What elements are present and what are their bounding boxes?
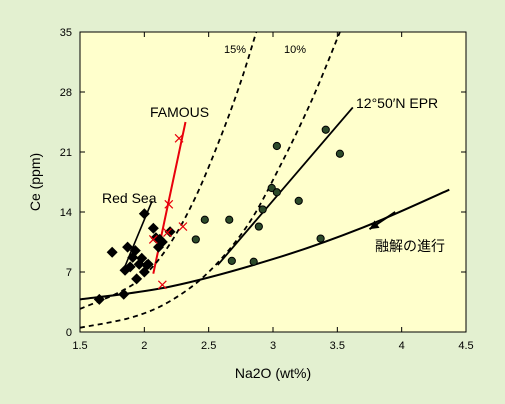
x-tick-label: 3.5 [330,340,345,352]
red-sea-point [129,245,141,257]
famous-point [148,235,158,244]
y-axis-label: Ce (ppm) [27,153,43,211]
y-tick-label: 35 [60,27,72,39]
annotation-epr: 12°50′N EPR [356,95,438,111]
red-sea-point [142,258,154,270]
annotation-famous: FAMOUS [150,104,209,120]
melting-direction-arrow-head [369,220,380,230]
x-tick-label: 2.5 [201,340,216,352]
y-tick-label: 0 [66,327,72,339]
annotation-15-percent: 15% [224,44,246,56]
red-sea-point [118,288,130,300]
epr-point [249,257,258,266]
y-tick-label: 21 [60,147,72,159]
epr-point [258,205,267,214]
x-tick-label: 4 [399,340,405,352]
y-tick-label: 7 [66,267,72,279]
pct10-line [80,32,341,329]
famous-point [157,280,167,290]
epr-point [335,149,345,158]
red-sea-point [119,264,131,276]
x-tick-label: 4.5 [458,340,473,352]
red-sea-point [164,226,176,238]
epr-line [217,106,354,266]
red-sea-point [106,246,118,258]
famous-point [178,222,188,231]
x-tick-label: 2 [141,340,147,352]
epr-point [254,222,263,231]
famous-point [164,199,174,209]
red-sea-point [147,222,159,234]
red-sea-point [138,208,150,220]
label-layer: Na2O (wt%) Ce (ppm) FAMOUS Red Sea 12°50… [27,44,445,381]
annotation-10-percent: 10% [284,44,306,56]
marker-layer [93,125,345,305]
epr-point [316,234,325,243]
epr-point [200,215,209,224]
x-tick-label: 3 [270,340,276,352]
x-axis-label: Na2O (wt%) [235,365,311,381]
epr-point [321,125,330,134]
annotation-red-sea: Red Sea [102,190,157,206]
y-tick-label: 14 [60,207,72,219]
x-tick-label: 1.5 [72,340,87,352]
epr-point [272,188,281,197]
plot-area [80,32,466,332]
epr-point [294,196,303,205]
red-sea-point [156,236,168,248]
famous-point [163,228,172,237]
epr-point [272,141,281,151]
red-sea-point [136,252,148,264]
epr-point [227,256,236,265]
red-sea-point [122,241,134,253]
epr-point [267,183,276,193]
epr-point [191,235,200,244]
red-sea-point [131,273,143,285]
annotation-melting: 融解の進行 [375,238,445,254]
axes: 1.5 2 2.5 3 3.5 4 4.5 0 7 14 21 28 35 [60,27,474,352]
red-sea-point [93,293,105,305]
y-tick-label: 28 [60,87,72,99]
red-sea-point [124,261,136,273]
famous-point [174,133,184,143]
epr-point [225,215,234,224]
